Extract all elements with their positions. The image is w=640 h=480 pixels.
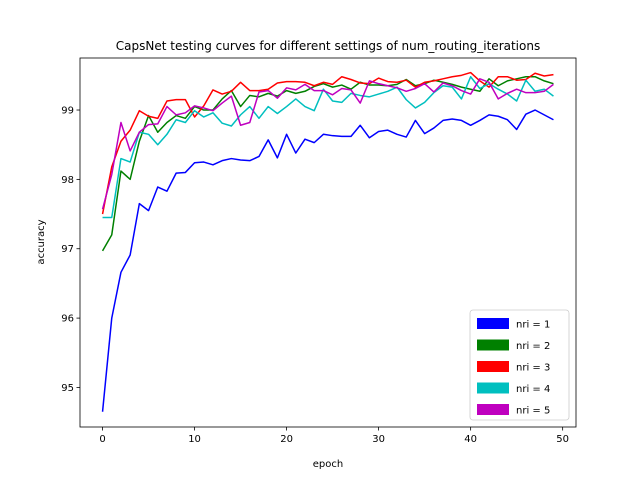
y-axis-ticks: 95 96 97 98 99	[61, 106, 80, 394]
x-axis-ticks: 0 10 20 30 40 50	[99, 427, 569, 445]
legend-swatch-nri-2	[477, 339, 509, 351]
legend-swatch-nri-5	[477, 404, 509, 415]
series-line-nri-1	[101, 109, 554, 412]
plot-lines	[101, 71, 554, 412]
x-tick-label: 50	[556, 434, 569, 445]
series-line-nri-5	[101, 78, 554, 210]
y-axis-label: accuracy	[36, 219, 47, 264]
legend: nri = 1 nri = 2 nri = 3 nri = 4 nri = 5	[469, 309, 570, 421]
series-line-nri-2	[101, 75, 554, 252]
x-tick-label: 30	[372, 434, 385, 445]
legend-label-nri-3: nri = 3	[516, 363, 550, 374]
y-tick-label: 95	[61, 383, 74, 394]
legend-swatch-nri-3	[477, 361, 509, 372]
legend-swatch-nri-4	[477, 382, 509, 394]
legend-label-nri-2: nri = 2	[516, 341, 550, 352]
plot-frame	[79, 57, 577, 428]
y-tick-label: 98	[61, 175, 74, 186]
y-tick-label: 96	[61, 314, 74, 325]
x-tick-label: 10	[188, 434, 201, 445]
y-tick-label: 99	[61, 106, 74, 117]
series-line-nri-4	[102, 75, 554, 219]
series-line-nri-3	[101, 71, 554, 215]
chart-title: CapsNet testing curves for different set…	[116, 39, 540, 53]
y-tick-label: 97	[61, 244, 74, 255]
legend-label-nri-4: nri = 4	[516, 384, 550, 395]
x-tick-label: 0	[99, 434, 105, 445]
x-tick-label: 40	[464, 434, 477, 445]
legend-label-nri-1: nri = 1	[516, 320, 550, 331]
x-axis-label: epoch	[313, 459, 343, 470]
legend-swatch-nri-1	[477, 318, 509, 329]
x-tick-label: 20	[280, 434, 293, 445]
legend-label-nri-5: nri = 5	[516, 406, 550, 417]
